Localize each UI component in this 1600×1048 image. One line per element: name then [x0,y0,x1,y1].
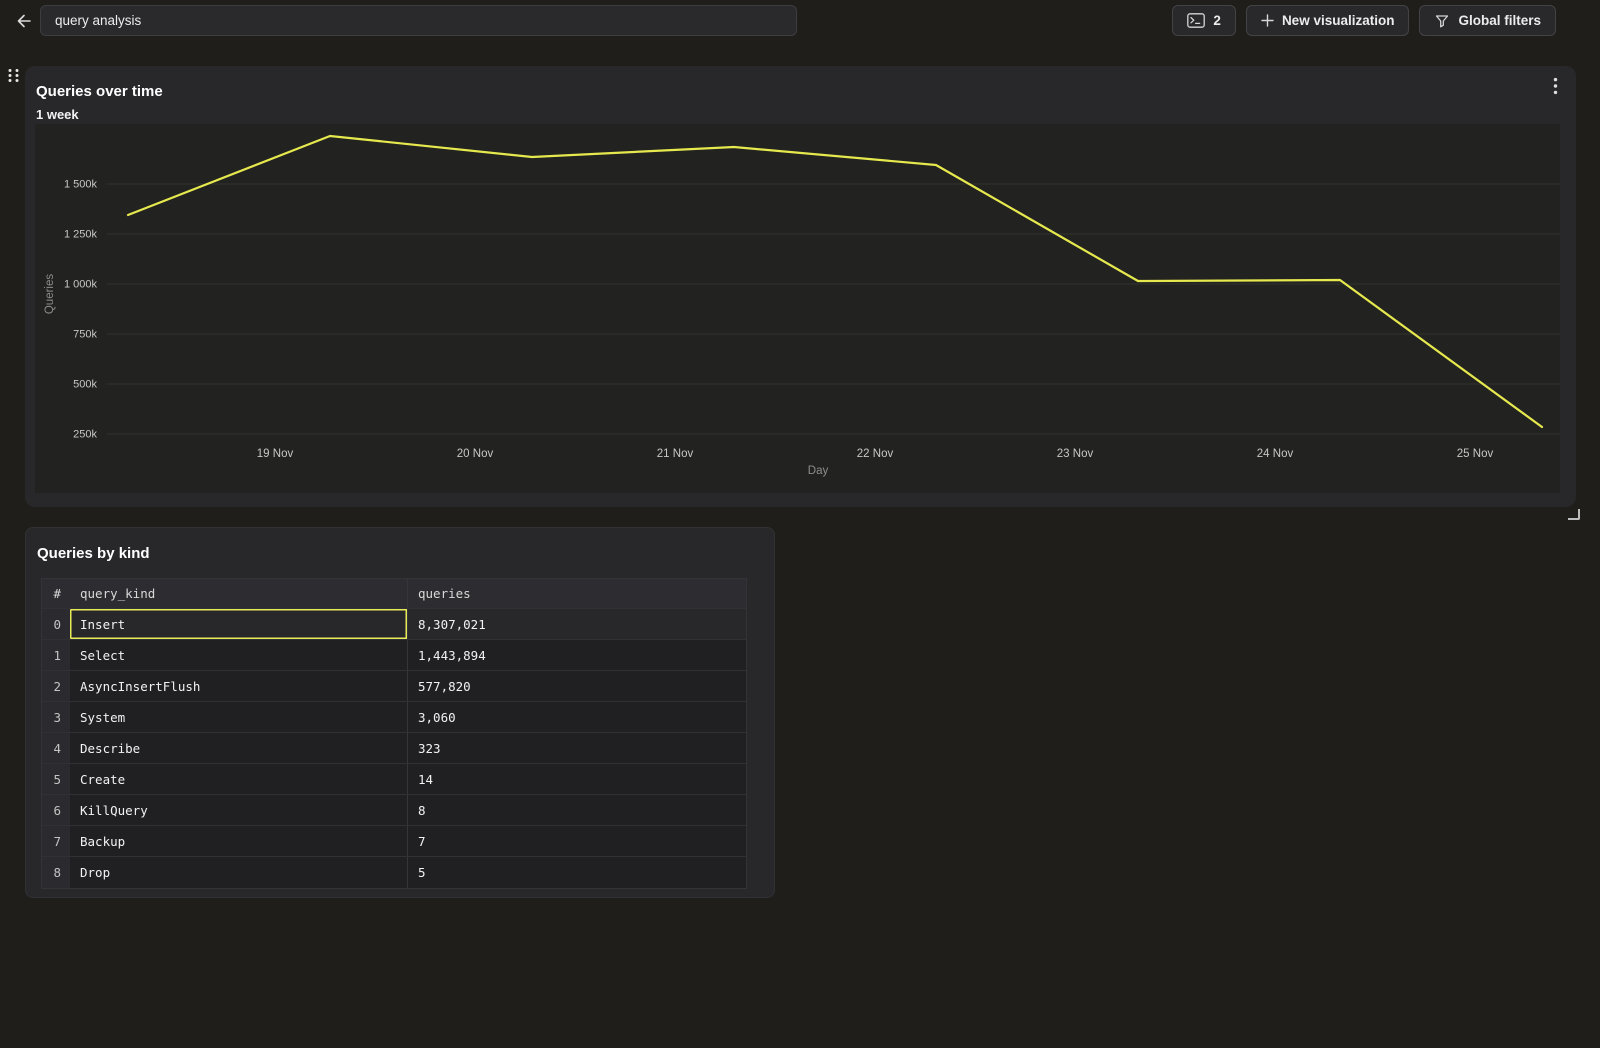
table-row: 1 Select 1,443,894 [42,640,746,671]
row-index-cell: 1 [42,640,70,670]
topbar: 2 New visualization Global filters [0,0,1600,42]
x-axis-tick-label: 23 Nov [1057,448,1094,460]
query-kind-cell[interactable]: Insert [70,609,408,639]
query-kind-cell[interactable]: System [70,702,408,732]
new-visualization-button[interactable]: New visualization [1245,5,1410,36]
queries-value-cell[interactable]: 7 [418,833,426,849]
query-kind-cell[interactable]: AsyncInsertFlush [70,671,408,701]
back-button[interactable] [12,10,36,34]
arrow-left-icon [14,11,34,34]
x-axis-title: Day [808,465,829,477]
queries-value-cell[interactable]: 1,443,894 [418,647,486,663]
y-axis-tick-label: 250k [73,429,97,441]
table-row: 4 Describe 323 [42,733,746,764]
global-filters-button[interactable]: Global filters [1419,5,1556,36]
table-panel: Queries by kind # query_kind queries 0 Inser… [25,527,775,898]
table-title: Queries by kind [37,545,150,562]
row-index-cell: 8 [42,857,70,888]
queries-value-cell[interactable]: 5 [418,865,426,880]
panel-resize-handle[interactable] [1568,509,1580,520]
x-axis-tick-label: 21 Nov [657,448,694,460]
query-kind-cell[interactable]: Create [70,764,408,794]
chart-menu-button[interactable] [1546,77,1564,97]
queries-value-cell[interactable]: 8 [418,802,426,818]
y-axis-tick-label: 1 250k [64,229,98,241]
plus-icon [1261,14,1274,27]
row-index-cell: 5 [42,764,70,794]
row-index-cell: 3 [42,702,70,732]
x-axis-tick-label: 19 Nov [257,448,294,460]
table-row: 7 Backup 7 [42,826,746,857]
y-axis-tick-label: 750k [73,329,97,341]
queries-value-cell[interactable]: 8,307,021 [418,616,486,632]
new-visualization-label: New visualization [1281,13,1395,28]
query-kind-cell[interactable]: Backup [70,826,408,856]
chart-subtitle: 1 week [36,107,79,122]
column-header-query-kind[interactable]: query_kind [70,579,408,608]
table-row: 8 Drop 5 [42,857,746,888]
table-header-row: # query_kind queries [42,579,746,609]
y-axis-title: Queries [44,274,56,315]
queries-over-time-chart[interactable]: 1 500k 1 250k 1 000k 750k 500k 250k 19 Nov 20 N… [35,124,1560,493]
queries-by-kind-table: # query_kind queries 0 Insert 8,307,021 1 Selec… [41,578,747,889]
queries-line-series [126,134,1544,429]
terminal-icon [1187,13,1206,28]
queries-value-cell[interactable]: 577,820 [418,678,471,694]
drag-handle-icon[interactable] [6,67,22,85]
row-index-cell: 2 [42,671,70,701]
queries-value-cell[interactable]: 14 [418,771,434,787]
funnel-icon [1434,13,1450,29]
y-axis-tick-label: 500k [73,379,97,391]
row-index-cell: 0 [42,609,70,639]
table-row: 3 System 3,060 [42,702,746,733]
query-kind-cell[interactable]: Describe [70,733,408,763]
x-axis-tick-label: 25 Nov [1457,448,1494,460]
queries-value-cell[interactable]: 3,060 [418,709,456,725]
y-axis-tick-label: 1 500k [64,179,98,191]
query-kind-cell[interactable]: Select [70,640,408,670]
open-tabs-button[interactable]: 2 [1172,5,1236,36]
table-row: 6 KillQuery 8 [42,795,746,826]
chart-title: Queries over time [36,83,163,100]
table-row: 5 Create 14 [42,764,746,795]
kebab-menu-icon [1553,77,1558,98]
x-axis-tick-label: 20 Nov [457,448,494,460]
queries-value-cell[interactable]: 323 [418,740,441,756]
chart-panel: Queries over time 1 week 1 500k 1 250k 1 0… [8,66,1580,520]
row-index-cell: 6 [42,795,70,825]
table-row: 2 AsyncInsertFlush 577,820 [42,671,746,702]
column-header-index: # [42,579,70,608]
column-header-queries[interactable]: queries [418,586,471,601]
dashboard-title-input[interactable] [40,5,797,36]
table-row: 0 Insert 8,307,021 [42,609,746,640]
query-kind-cell[interactable]: KillQuery [70,795,408,825]
row-index-cell: 4 [42,733,70,763]
global-filters-label: Global filters [1458,13,1541,28]
open-tabs-count: 2 [1213,13,1221,28]
y-axis-tick-label: 1 000k [64,279,98,291]
x-axis-tick-label: 24 Nov [1257,448,1294,460]
x-axis-tick-label: 22 Nov [857,448,894,460]
row-index-cell: 7 [42,826,70,856]
topbar-actions: 2 New visualization Global filters [1172,5,1556,36]
query-kind-cell[interactable]: Drop [70,857,408,888]
